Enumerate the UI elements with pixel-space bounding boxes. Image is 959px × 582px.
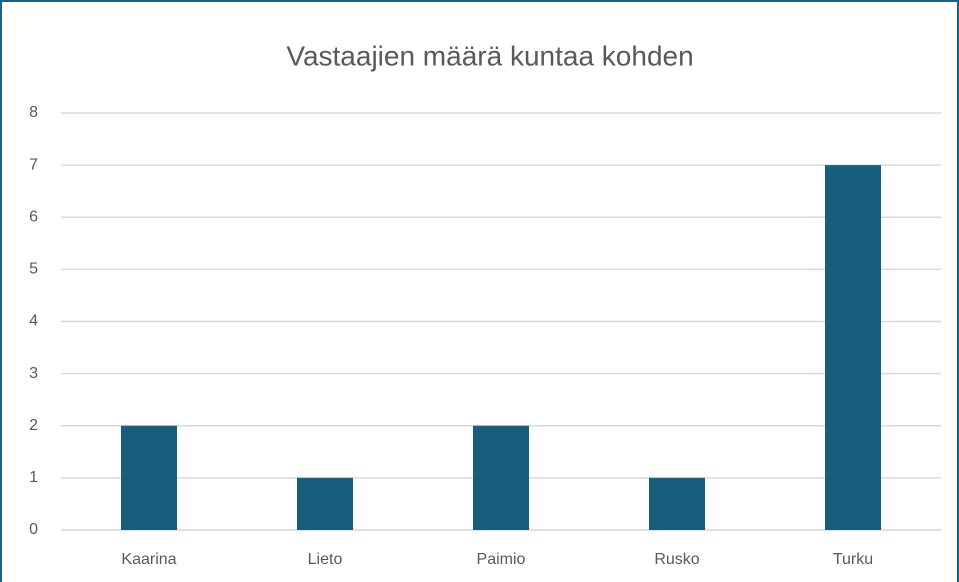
bar [297,477,353,530]
x-tick-label: Paimio [477,551,526,568]
x-tick-label: Kaarina [121,551,176,568]
y-tick-label: 0 [29,521,38,538]
y-tick-label: 7 [29,156,38,173]
chart-title: Vastaajien määrä kuntaa kohden [286,40,693,71]
bar [473,425,529,530]
y-tick-label: 1 [29,469,38,486]
y-tick-label: 5 [29,261,38,278]
y-tick-label: 6 [29,208,38,225]
bar [121,425,177,530]
y-tick-label: 8 [29,104,38,121]
bar [825,165,881,530]
x-tick-label: Rusko [654,551,699,568]
y-tick-label: 3 [29,365,38,382]
x-tick-label: Turku [833,551,873,568]
y-tick-label: 4 [29,313,38,330]
y-tick-label: 2 [29,417,38,434]
bar [649,477,705,530]
x-tick-label: Lieto [308,551,343,568]
